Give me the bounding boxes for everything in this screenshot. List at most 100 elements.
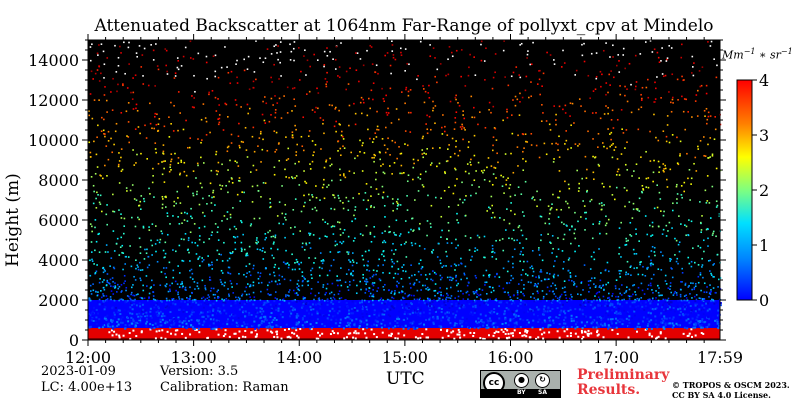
noise-pixel <box>371 282 374 284</box>
boundary-pixel <box>475 320 478 323</box>
noise-pixel <box>203 162 205 164</box>
noise-pixel <box>519 260 521 263</box>
noise-pixel <box>336 243 338 246</box>
boundary-pixel <box>213 327 216 330</box>
noise-pixel <box>323 64 326 66</box>
noise-pixel <box>313 151 315 153</box>
plot-background <box>88 40 720 340</box>
boundary-pixel <box>491 323 494 326</box>
noise-pixel <box>103 268 106 271</box>
boundary-pixel <box>543 319 546 322</box>
noise-pixel <box>429 164 432 166</box>
noise-pixel <box>457 290 460 293</box>
noise-pixel <box>675 292 678 294</box>
noise-pixel <box>114 286 117 289</box>
noise-pixel <box>551 235 554 237</box>
noise-pixel <box>485 281 488 284</box>
noise-pixel <box>699 201 701 203</box>
noise-pixel <box>381 87 383 90</box>
noise-pixel <box>132 149 134 151</box>
noise-pixel <box>667 287 670 289</box>
noise-pixel <box>232 235 235 238</box>
noise-pixel <box>495 299 498 302</box>
noise-pixel <box>331 225 334 227</box>
boundary-pixel <box>707 324 710 327</box>
saturation-speck <box>542 337 545 340</box>
noise-pixel <box>224 46 226 48</box>
noise-pixel <box>226 146 229 149</box>
noise-pixel <box>285 249 287 252</box>
noise-pixel <box>593 251 595 254</box>
noise-pixel <box>162 153 165 155</box>
noise-pixel <box>582 289 584 291</box>
boundary-pixel <box>305 320 308 323</box>
noise-pixel <box>292 208 295 211</box>
noise-pixel <box>313 298 315 301</box>
noise-pixel <box>330 163 333 166</box>
noise-pixel <box>332 233 335 235</box>
saturation-speck <box>581 337 584 340</box>
noise-pixel <box>118 299 120 302</box>
saturation-speck <box>548 331 551 334</box>
noise-pixel <box>365 183 368 185</box>
noise-pixel <box>413 284 415 286</box>
boundary-pixel <box>614 317 617 320</box>
boundary-pixel <box>232 313 235 316</box>
noise-pixel <box>713 262 715 265</box>
noise-pixel <box>523 287 525 290</box>
noise-pixel <box>368 287 371 289</box>
noise-pixel <box>491 183 494 186</box>
boundary-pixel <box>701 326 704 329</box>
noise-pixel <box>253 217 256 220</box>
noise-pixel <box>519 253 522 256</box>
noise-pixel <box>618 288 621 290</box>
noise-pixel <box>331 179 333 182</box>
noise-pixel <box>339 234 342 236</box>
boundary-pixel <box>216 309 219 312</box>
boundary-pixel <box>717 327 720 330</box>
noise-pixel <box>351 259 354 262</box>
noise-pixel <box>301 280 304 283</box>
noise-pixel <box>97 194 99 196</box>
noise-pixel <box>377 287 380 289</box>
noise-pixel <box>539 69 541 72</box>
saturation-speck <box>129 337 132 340</box>
noise-pixel <box>516 291 519 294</box>
noise-pixel <box>537 298 539 301</box>
saturation-speck <box>238 337 241 340</box>
boundary-pixel <box>156 302 159 305</box>
boundary-pixel <box>95 322 98 325</box>
noise-pixel <box>220 188 222 190</box>
noise-pixel <box>386 148 389 150</box>
noise-pixel <box>224 281 226 284</box>
noise-pixel <box>303 170 305 172</box>
noise-pixel <box>128 295 130 298</box>
noise-pixel <box>132 108 135 110</box>
noise-pixel <box>694 282 697 285</box>
noise-pixel <box>645 150 647 153</box>
noise-pixel <box>609 185 611 188</box>
noise-pixel <box>428 298 430 300</box>
noise-pixel <box>531 275 534 277</box>
noise-pixel <box>342 202 344 204</box>
boundary-pixel <box>590 322 593 325</box>
boundary-pixel <box>132 318 135 321</box>
noise-pixel <box>709 259 712 262</box>
noise-pixel <box>257 271 259 274</box>
noise-pixel <box>313 53 315 56</box>
boundary-pixel <box>596 323 599 326</box>
noise-pixel <box>240 219 242 222</box>
noise-pixel <box>574 143 577 145</box>
noise-pixel <box>455 111 458 113</box>
boundary-pixel <box>156 310 159 313</box>
noise-pixel <box>121 251 123 254</box>
noise-pixel <box>354 217 357 220</box>
noise-pixel <box>666 124 669 126</box>
noise-pixel <box>407 231 410 234</box>
boundary-pixel <box>208 310 211 313</box>
saturation-speck <box>691 335 694 338</box>
noise-pixel <box>657 160 660 163</box>
boundary-pixel <box>182 310 185 313</box>
noise-pixel <box>567 148 569 151</box>
boundary-pixel <box>592 307 595 310</box>
